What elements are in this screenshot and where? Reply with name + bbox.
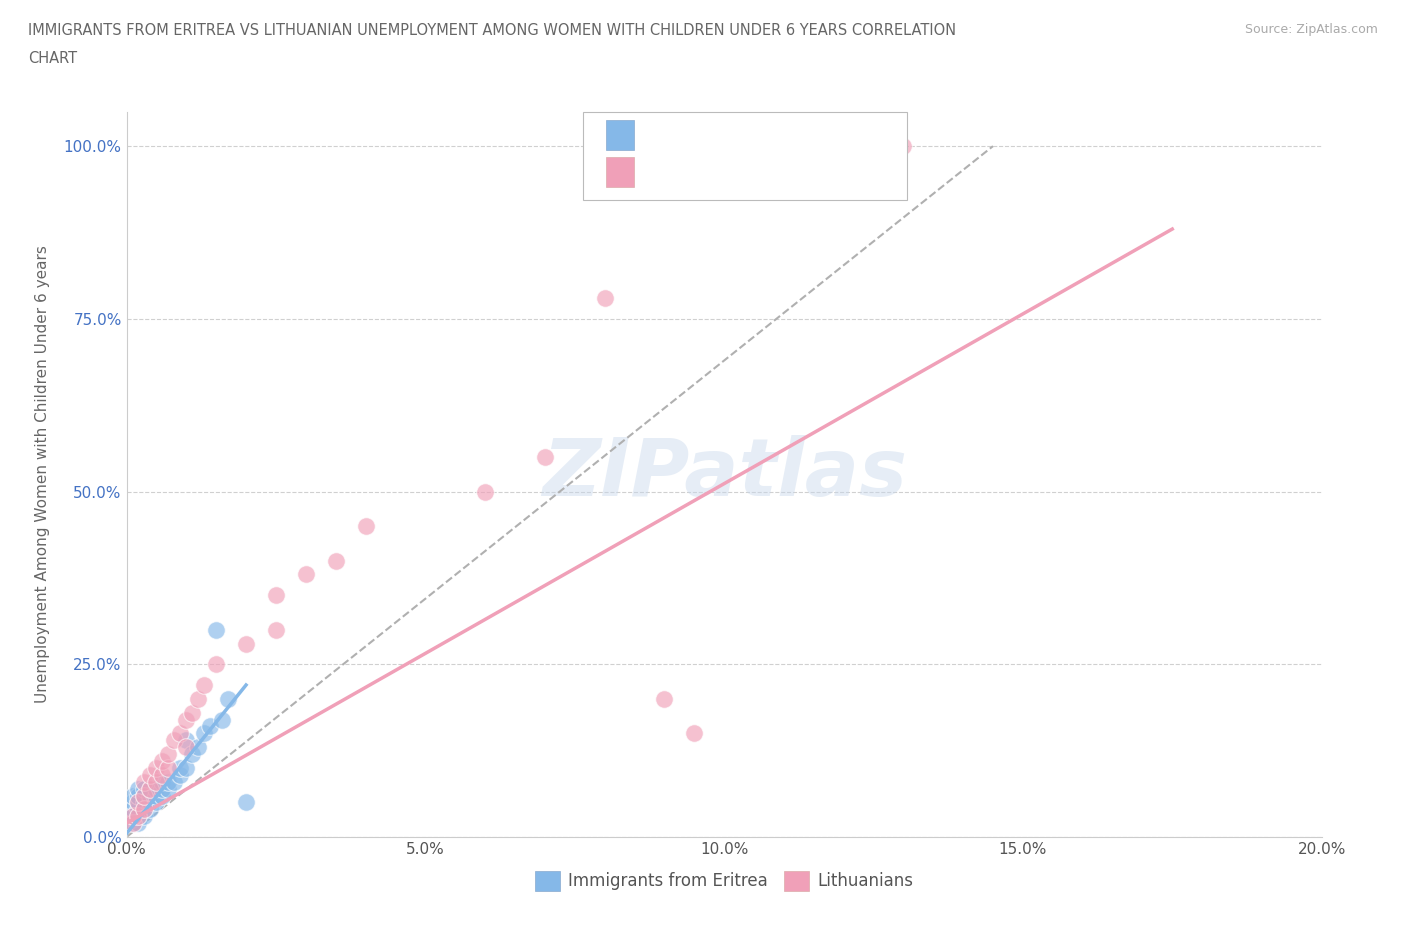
Point <box>145 761 167 776</box>
Text: Source: ZipAtlas.com: Source: ZipAtlas.com <box>1244 23 1378 36</box>
Point <box>169 767 191 782</box>
Y-axis label: Unemployment Among Women with Children Under 6 years: Unemployment Among Women with Children U… <box>35 246 49 703</box>
Point <box>174 761 197 776</box>
Point <box>264 622 287 637</box>
Point <box>174 739 197 754</box>
Text: N = 35: N = 35 <box>759 161 823 179</box>
Text: R = 0.537: R = 0.537 <box>644 124 734 142</box>
Point <box>134 788 156 803</box>
Point <box>139 788 162 803</box>
Point <box>294 567 316 582</box>
Point <box>134 781 156 796</box>
Point <box>145 795 167 810</box>
Point <box>134 775 156 790</box>
Point <box>121 802 143 817</box>
Point <box>235 636 257 651</box>
Text: ZIPatlas: ZIPatlas <box>541 435 907 513</box>
Point <box>127 809 149 824</box>
Text: R = 0.697: R = 0.697 <box>644 161 734 179</box>
Point <box>139 795 162 810</box>
Point <box>217 691 239 706</box>
Point <box>127 795 149 810</box>
Point <box>163 733 186 748</box>
Point <box>200 719 222 734</box>
Point <box>193 678 215 693</box>
Point <box>121 809 143 824</box>
Point <box>181 705 204 720</box>
Point <box>134 795 156 810</box>
Text: CHART: CHART <box>28 51 77 66</box>
Point <box>127 795 149 810</box>
Point <box>181 747 204 762</box>
Text: N = 41: N = 41 <box>759 124 823 142</box>
Point <box>134 809 156 824</box>
Point <box>169 726 191 741</box>
Point <box>121 816 143 830</box>
Point <box>593 291 616 306</box>
Point <box>152 767 174 782</box>
Point <box>152 788 174 803</box>
Point <box>187 739 209 754</box>
Point <box>157 775 180 790</box>
Point <box>683 726 706 741</box>
Point <box>157 781 180 796</box>
Point <box>205 657 228 671</box>
Point <box>139 781 162 796</box>
Point <box>354 519 377 534</box>
Point <box>152 775 174 790</box>
Point <box>127 781 149 796</box>
Point <box>127 816 149 830</box>
Point <box>145 781 167 796</box>
Point <box>187 691 209 706</box>
Point <box>893 139 915 153</box>
Point <box>157 747 180 762</box>
Point <box>163 775 186 790</box>
Point <box>134 802 156 817</box>
Point <box>652 691 675 706</box>
Text: IMMIGRANTS FROM ERITREA VS LITHUANIAN UNEMPLOYMENT AMONG WOMEN WITH CHILDREN UND: IMMIGRANTS FROM ERITREA VS LITHUANIAN UN… <box>28 23 956 38</box>
Point <box>134 788 156 803</box>
Point <box>139 781 162 796</box>
Point <box>174 712 197 727</box>
Point <box>211 712 233 727</box>
Point <box>139 802 162 817</box>
Point <box>121 816 143 830</box>
Point <box>127 802 149 817</box>
Point <box>474 485 496 499</box>
Point <box>193 726 215 741</box>
Point <box>127 788 149 803</box>
Point <box>121 788 143 803</box>
Point <box>145 788 167 803</box>
Point <box>205 622 228 637</box>
Point <box>152 781 174 796</box>
Point <box>157 761 180 776</box>
Point <box>235 795 257 810</box>
Point <box>325 553 347 568</box>
Point <box>534 449 557 464</box>
Point <box>174 733 197 748</box>
Point <box>152 753 174 768</box>
Point <box>264 588 287 603</box>
Point <box>139 767 162 782</box>
Point <box>121 795 143 810</box>
Point <box>121 809 143 824</box>
Point <box>127 809 149 824</box>
Legend: Immigrants from Eritrea, Lithuanians: Immigrants from Eritrea, Lithuanians <box>527 864 921 897</box>
Point <box>169 761 191 776</box>
Point <box>134 802 156 817</box>
Point <box>145 775 167 790</box>
